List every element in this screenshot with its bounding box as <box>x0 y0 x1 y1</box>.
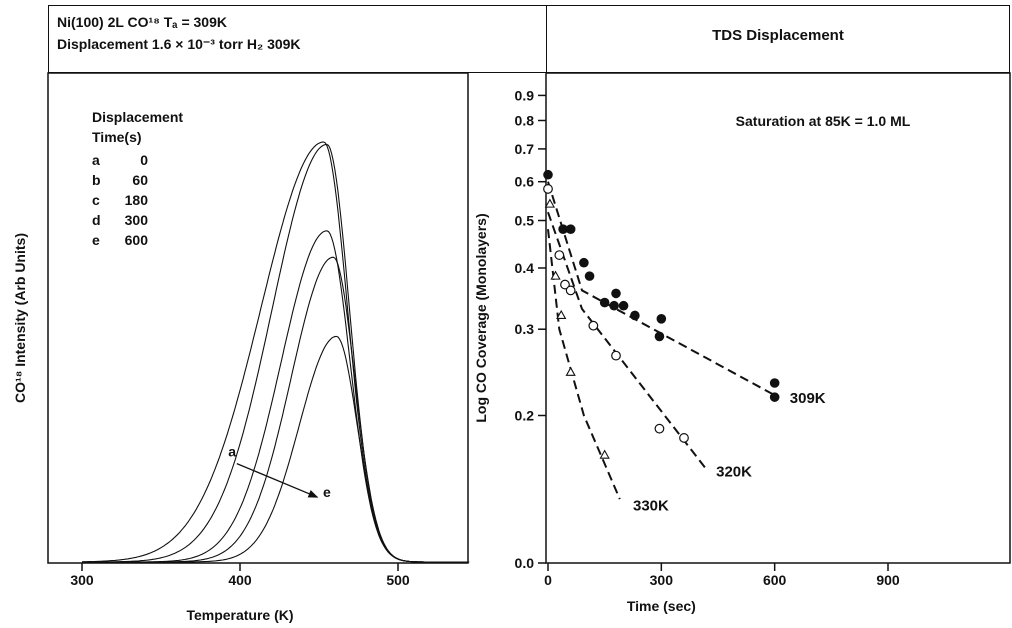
legend-entry-time: 300 <box>125 212 149 228</box>
data-point-320K <box>679 433 689 443</box>
data-point-309K <box>543 169 553 180</box>
legend-entry-label: c <box>92 192 100 208</box>
data-point-330K <box>565 366 576 376</box>
legend-entry-time: 0 <box>140 152 148 168</box>
right-plot-frame <box>545 72 1011 564</box>
data-point-309K <box>769 378 780 388</box>
tds-curve-c <box>82 230 470 563</box>
data-point-330K <box>550 270 561 280</box>
tds-curve-d <box>82 256 470 563</box>
data-point-309K <box>656 314 667 324</box>
legend-entry-time: 180 <box>125 192 149 208</box>
right-x-axis-label: Time (sec) <box>627 598 696 614</box>
data-point-320K <box>560 279 570 290</box>
data-point-320K <box>565 285 576 296</box>
header-conditions-box: Ni(100) 2L CO¹⁸ Tₐ = 309K Displacement 1… <box>49 6 547 72</box>
right-x-tick-label: 600 <box>763 572 787 588</box>
data-point-330K <box>544 198 556 208</box>
direction-arrow <box>236 463 319 498</box>
right-y-tick-label: 0.0 <box>515 555 535 571</box>
data-point-320K <box>543 184 553 194</box>
data-point-309K <box>565 224 576 234</box>
header-line-sample: Ni(100) 2L CO¹⁸ Tₐ = 309K <box>57 14 227 30</box>
tds-curve-e <box>82 335 470 563</box>
data-point-309K <box>609 300 619 311</box>
data-point-320K <box>588 320 599 331</box>
data-point-309K <box>769 392 780 402</box>
right-y-tick-label: 0.3 <box>515 321 535 337</box>
data-point-320K <box>554 250 565 260</box>
data-point-309K <box>558 224 568 234</box>
right-y-axis-label: Log CO Coverage (Monolayers) <box>473 213 489 422</box>
arrow-label-a: a <box>228 443 236 459</box>
legend-entry-label: b <box>92 172 101 188</box>
left-x-tick-label: 400 <box>228 572 252 588</box>
right-y-tick-label: 0.2 <box>515 407 535 423</box>
legend-title-line2: Time(s) <box>92 129 142 145</box>
header-line-displacement: Displacement 1.6 × 10⁻³ torr H₂ 309K <box>57 36 301 52</box>
legend-entry-label: d <box>92 212 101 228</box>
figure-header: Ni(100) 2L CO¹⁸ Tₐ = 309K Displacement 1… <box>48 5 1010 73</box>
right-y-tick-label: 0.5 <box>515 213 535 229</box>
right-y-tick-label: 0.6 <box>515 174 535 190</box>
data-point-320K <box>611 350 621 361</box>
data-point-330K <box>556 309 567 320</box>
right-y-tick-label: 0.8 <box>515 112 535 128</box>
data-point-309K <box>611 288 621 299</box>
left-x-axis-label: Temperature (K) <box>186 607 293 623</box>
arrow-label-e: e <box>323 484 331 500</box>
left-x-tick-label: 300 <box>70 572 94 588</box>
right-panel-title: TDS Displacement <box>712 27 844 44</box>
legend-entry-label: e <box>92 232 100 248</box>
fit-line-320K <box>547 211 708 471</box>
header-title-box: TDS Displacement <box>547 6 1009 72</box>
data-point-309K <box>599 297 610 308</box>
right-y-tick-label: 0.4 <box>515 260 535 276</box>
data-point-309K <box>579 257 589 268</box>
data-point-309K <box>630 310 640 321</box>
right-x-tick-label: 900 <box>876 572 900 588</box>
legend-entry-time: 60 <box>132 172 148 188</box>
series-label-320K: 320K <box>716 464 752 481</box>
right-y-tick-label: 0.7 <box>515 141 535 157</box>
data-point-309K <box>618 300 629 311</box>
data-point-309K <box>584 271 595 281</box>
fit-line-309K <box>547 181 776 397</box>
right-x-tick-label: 300 <box>650 572 674 588</box>
data-point-320K <box>654 423 665 434</box>
series-label-309K: 309K <box>790 390 826 407</box>
legend-title-line1: Displacement <box>92 109 183 125</box>
right-y-tick-label: 0.9 <box>515 87 535 103</box>
legend-entry-label: a <box>92 152 100 168</box>
right-x-tick-label: 0 <box>544 572 552 588</box>
saturation-annotation: Saturation at 85K = 1.0 ML <box>736 113 911 129</box>
left-plot-frame <box>47 72 469 564</box>
left-y-axis-label: CO¹⁸ Intensity (Arb Units) <box>12 233 28 403</box>
legend-entry-time: 600 <box>125 232 149 248</box>
left-x-tick-label: 500 <box>386 572 410 588</box>
data-point-309K <box>654 331 665 342</box>
series-label-330K: 330K <box>633 497 669 514</box>
data-point-330K <box>599 449 610 459</box>
